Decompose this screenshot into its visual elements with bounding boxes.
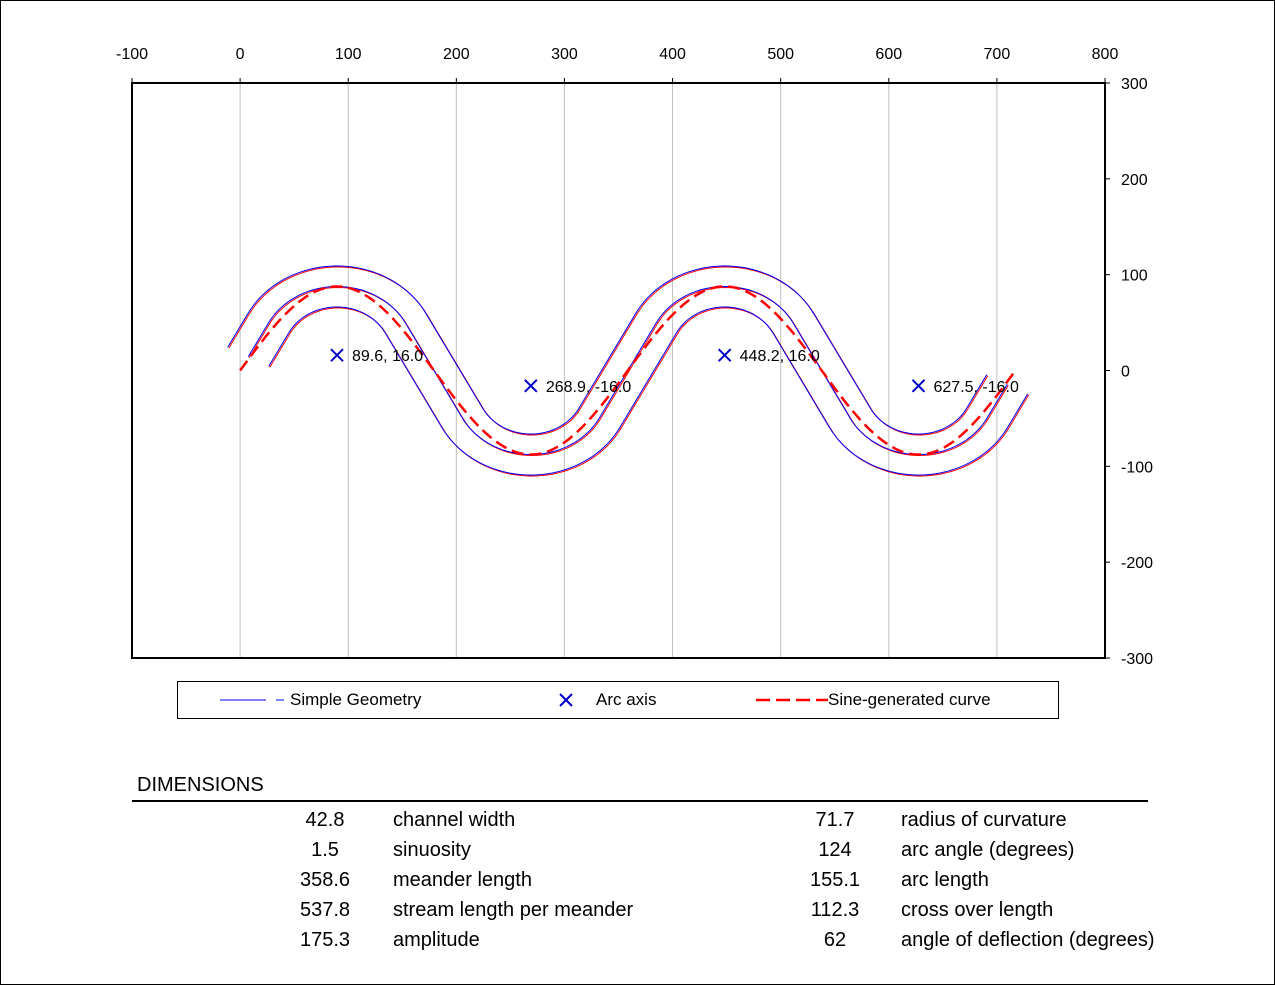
dimension-value: 175.3 bbox=[299, 929, 351, 951]
dimensions-divider bbox=[132, 800, 1148, 802]
x-tick-label: 200 bbox=[443, 46, 470, 63]
legend-swatch-dashed-icon bbox=[756, 698, 828, 702]
legend-item-simple-geometry: Simple Geometry bbox=[220, 682, 421, 718]
dimension-value: 42.8 bbox=[305, 809, 345, 831]
axis-ticks: -100 0 100 200 300 400 500 600 700 8003002001000-… bbox=[116, 46, 1153, 668]
arc-axis-point-label: 448.2, 16.0 bbox=[740, 348, 820, 365]
dimension-value: 358.6 bbox=[299, 869, 351, 891]
dimension-label: sinuosity bbox=[393, 839, 471, 861]
y-tick-label: 0 bbox=[1121, 364, 1130, 381]
dimensions-row: 1.5 sinuosity 124 arc angle (degrees) bbox=[0, 835, 1275, 865]
x-tick-label: 0 bbox=[236, 46, 245, 63]
arc-axis-x-icon bbox=[717, 348, 732, 362]
arc-axis-point-label: 627.5, -16.0 bbox=[934, 379, 1020, 396]
simple-geometry-line bbox=[268, 306, 1029, 476]
x-tick-label: -100 bbox=[116, 46, 148, 63]
simple-geometry-line bbox=[227, 265, 988, 435]
arc-axis-point-label: 89.6, 16.0 bbox=[352, 348, 423, 365]
grid-lines bbox=[239, 83, 998, 658]
simple-geometry-red-line bbox=[228, 266, 989, 436]
legend-item-arc-axis: Arc axis bbox=[556, 682, 656, 718]
dimensions-row: 175.3 amplitude 62 angle of deflection (deg… bbox=[0, 925, 1275, 955]
dimensions-row: 537.8 stream length per meander 112.3 cross… bbox=[0, 895, 1275, 925]
sine-generated-curve bbox=[239, 285, 1017, 456]
dimension-label: cross over length bbox=[901, 899, 1054, 921]
arc-axis-points: 89.6, 16.0 268.9, -16.0 448.2, 16.0 627.5, … bbox=[330, 348, 1020, 396]
dimension-value: 124 bbox=[818, 839, 852, 861]
x-tick-label: 800 bbox=[1092, 46, 1119, 63]
y-tick-label: 100 bbox=[1121, 268, 1148, 285]
dimension-label: channel width bbox=[393, 809, 516, 831]
arc-axis-point-label: 268.9, -16.0 bbox=[546, 379, 632, 396]
dimension-label: arc length bbox=[901, 869, 989, 891]
simple-geometry-red-line bbox=[269, 307, 1030, 477]
plot-area bbox=[131, 82, 1106, 659]
arc-axis-x-icon bbox=[911, 379, 926, 393]
y-tick-label: 200 bbox=[1121, 172, 1148, 189]
dimension-label: angle of deflection (degrees) bbox=[901, 929, 1155, 951]
legend-label-sine-curve: Sine-generated curve bbox=[828, 690, 991, 709]
arc-axis-x-icon bbox=[524, 379, 538, 393]
dimension-value: 537.8 bbox=[299, 899, 351, 921]
y-tick-label: -200 bbox=[1121, 555, 1153, 572]
y-tick-label: -300 bbox=[1121, 651, 1153, 668]
x-tick-label: 700 bbox=[984, 46, 1011, 63]
x-tick-label: 300 bbox=[551, 46, 578, 63]
dimension-label: arc angle (degrees) bbox=[901, 839, 1075, 861]
y-tick-label: -100 bbox=[1121, 459, 1153, 476]
dimension-value: 112.3 bbox=[810, 899, 860, 921]
dimension-label: amplitude bbox=[393, 929, 480, 951]
simple-geometry-red-line bbox=[248, 286, 1009, 457]
legend-label-simple-geometry: Simple Geometry bbox=[290, 690, 422, 709]
y-tick-label: 300 bbox=[1121, 76, 1148, 93]
legend-label-arc-axis: Arc axis bbox=[596, 690, 657, 709]
dimension-value: 1.5 bbox=[311, 839, 339, 861]
x-tick-label: 400 bbox=[659, 46, 686, 63]
series-layer bbox=[227, 265, 1030, 477]
x-tick-label: 100 bbox=[335, 46, 362, 63]
legend-swatch-line-icon bbox=[220, 699, 284, 701]
dimension-label: meander length bbox=[393, 869, 532, 891]
x-tick-label: 600 bbox=[875, 46, 902, 63]
x-tick-label: 500 bbox=[767, 46, 794, 63]
chart-legend: Simple Geometry Arc axis Sine-generated … bbox=[177, 681, 1059, 719]
dimensions-row: 358.6 meander length 155.1 arc length bbox=[0, 865, 1275, 895]
dimension-value: 62 bbox=[823, 929, 847, 951]
dimension-value: 155.1 bbox=[809, 869, 861, 891]
dimension-label: radius of curvature bbox=[901, 809, 1067, 831]
dimensions-row: 42.8 channel width 71.7 radius of curvature bbox=[0, 805, 1275, 835]
arc-axis-x-icon bbox=[330, 348, 344, 362]
dimensions-title: DIMENSIONS bbox=[137, 774, 264, 796]
legend-item-sine-curve: Sine-generated curve bbox=[756, 682, 991, 718]
legend-swatch-x-icon bbox=[559, 693, 573, 707]
dimension-label: stream length per meander bbox=[393, 899, 634, 921]
dimension-value: 71.7 bbox=[815, 809, 855, 831]
